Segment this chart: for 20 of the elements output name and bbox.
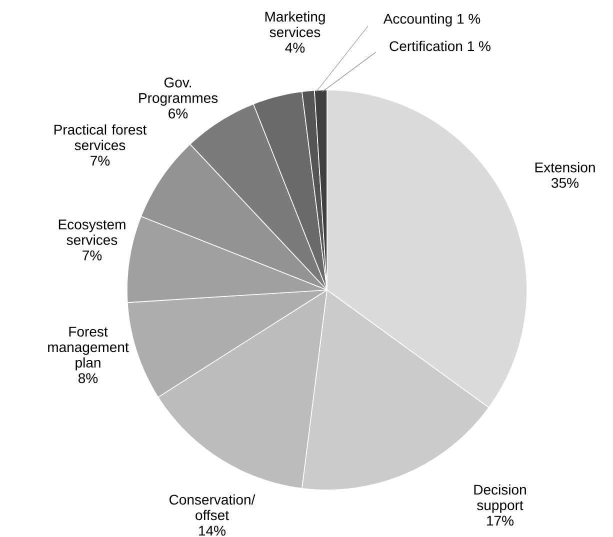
slice-label: Extension: [535, 162, 595, 173]
data-label: 1 %: [458, 14, 480, 24]
data-label: 7%: [82, 250, 102, 261]
slice-label: Accounting: [383, 14, 452, 27]
data-label: 8%: [78, 373, 98, 384]
slice-label: Decision support: [474, 484, 526, 514]
slice-label: Conservation/ offset: [170, 494, 256, 520]
slice-label: Certification: [390, 41, 462, 52]
data-label: 4%: [285, 42, 305, 53]
data-label: 7%: [90, 156, 110, 166]
slice-label: Ecosystem services: [58, 220, 126, 246]
slice-label: Marketing services: [265, 12, 325, 38]
slice-label: Gov. Programmes: [139, 78, 218, 106]
data-label: 6%: [168, 108, 188, 119]
data-label: 17%: [487, 516, 514, 526]
data-label: 14%: [199, 526, 226, 536]
data-label: 1 %: [468, 41, 490, 52]
slice-label: Practical forest services: [54, 124, 147, 150]
slice-label: Forest management plan: [48, 327, 129, 371]
data-label: 35%: [552, 178, 579, 188]
